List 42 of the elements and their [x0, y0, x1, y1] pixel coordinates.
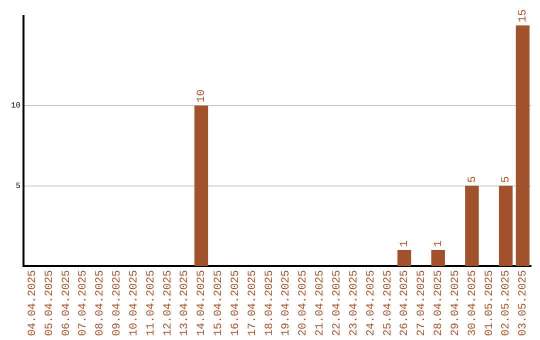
x-tick-label: 01.05.2025 — [484, 270, 496, 336]
x-tick-label: 06.04.2025 — [60, 270, 73, 336]
x-tick-label: 15.04.2025 — [213, 270, 226, 336]
bar — [498, 186, 513, 266]
x-tick-label: 16.04.2025 — [230, 270, 242, 336]
data-label: 10 — [196, 89, 208, 103]
x-tick-label: 18.04.2025 — [264, 270, 276, 336]
bar — [465, 186, 479, 266]
x-tick-label: 09.04.2025 — [112, 270, 124, 336]
x-tick-label: 14.04.2025 — [196, 270, 208, 336]
x-tick-label: 03.05.2025 — [518, 270, 530, 336]
x-tick-label: 08.04.2025 — [94, 270, 107, 336]
x-tick-label: 28.04.2025 — [433, 270, 446, 336]
x-tick-label: 30.04.2025 — [466, 270, 479, 336]
x-tick-label: 05.04.2025 — [44, 270, 56, 336]
x-tick-label: 11.04.2025 — [145, 270, 158, 336]
x-tick-label: 20.04.2025 — [298, 270, 310, 336]
data-label: 15 — [518, 9, 530, 22]
x-tick-label: 02.05.2025 — [500, 270, 513, 336]
x-tick-label: 17.04.2025 — [246, 270, 259, 336]
data-label: 1 — [399, 240, 412, 247]
x-tick-label: 24.04.2025 — [365, 270, 378, 336]
bar — [431, 250, 445, 266]
x-tick-label: 07.04.2025 — [78, 270, 90, 336]
x-tick-label: 10.04.2025 — [128, 270, 140, 336]
x-tick-label: 04.04.2025 — [26, 270, 39, 336]
x-tick-label: 25.04.2025 — [382, 270, 394, 336]
x-tick-label: 26.04.2025 — [399, 270, 412, 336]
data-label: 1 — [433, 240, 446, 247]
x-tick-label: 19.04.2025 — [280, 270, 293, 336]
bar — [397, 250, 412, 266]
data-label: 5 — [500, 176, 513, 183]
bar — [516, 25, 530, 266]
x-tick-label: 12.04.2025 — [162, 270, 174, 336]
x-tick-label: 27.04.2025 — [416, 270, 428, 336]
x-tick-label: 29.04.2025 — [450, 270, 462, 336]
x-tick-label: 21.04.2025 — [314, 270, 327, 336]
x-tick-label: 23.04.2025 — [348, 270, 360, 336]
x-tick-label: 22.04.2025 — [332, 270, 344, 336]
data-label: 5 — [466, 176, 479, 183]
bar — [194, 106, 208, 266]
x-tick-label: 13.04.2025 — [179, 270, 192, 336]
